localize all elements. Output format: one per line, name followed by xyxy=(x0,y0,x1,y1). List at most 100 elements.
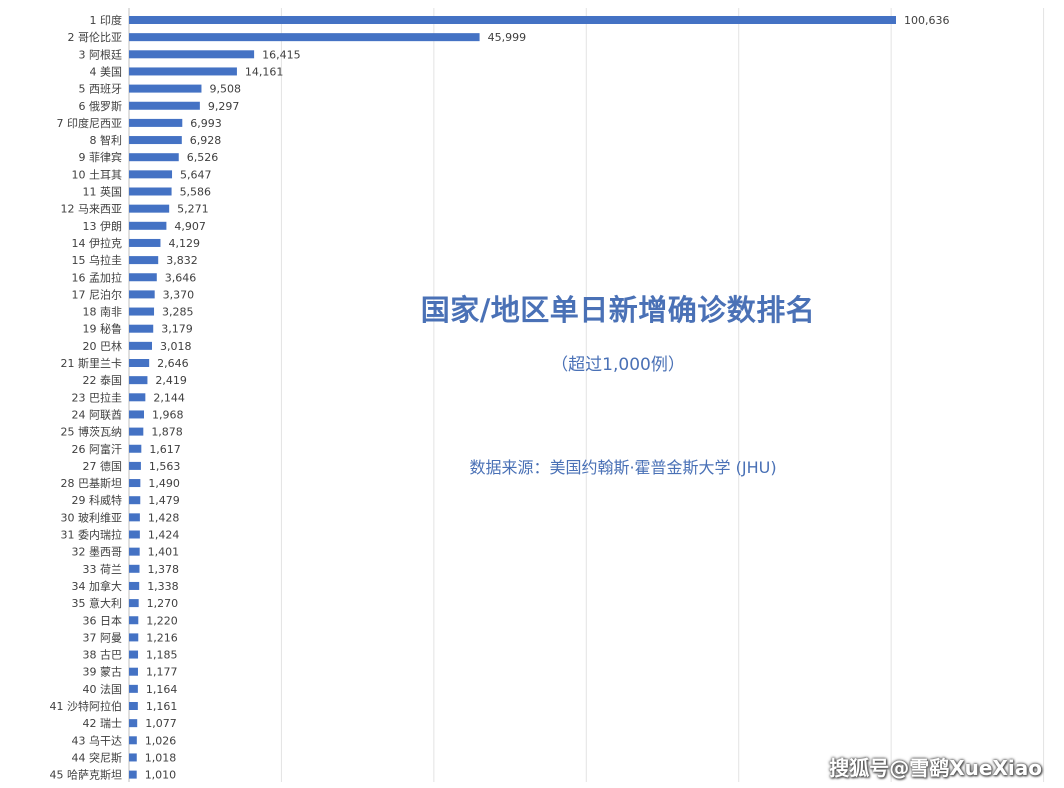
bar xyxy=(129,496,141,505)
labels: 1 印度 100,636 2 哥伦比亚 45,999 3 阿根廷 16,415 4 美国 14… xyxy=(50,13,950,782)
bar xyxy=(129,753,137,762)
category-label: 39 蒙古 xyxy=(83,666,123,679)
category-label: 3 阿根廷 xyxy=(79,47,123,61)
bar xyxy=(129,136,182,145)
category-label: 45 哈萨克斯坦 xyxy=(50,768,123,782)
data-label: 1,878 xyxy=(151,426,183,439)
bar xyxy=(129,702,138,710)
data-label: 5,271 xyxy=(177,203,209,216)
data-label: 1,490 xyxy=(148,477,180,490)
data-label: 9,297 xyxy=(208,100,240,113)
data-label: 1,220 xyxy=(146,614,178,627)
category-label: 29 科威特 xyxy=(72,493,123,507)
data-label: 9,508 xyxy=(209,83,241,96)
data-label: 1,428 xyxy=(148,511,180,524)
category-label: 19 秘鲁 xyxy=(83,322,123,336)
category-label: 43 乌干达 xyxy=(72,733,123,747)
data-label: 1,216 xyxy=(146,631,178,644)
category-label: 15 乌拉圭 xyxy=(72,253,123,267)
data-label: 3,370 xyxy=(163,288,195,301)
category-label: 2 哥伦比亚 xyxy=(68,30,123,44)
data-label: 1,177 xyxy=(146,666,178,679)
category-label: 27 德国 xyxy=(83,459,123,473)
bar xyxy=(129,221,167,230)
bar xyxy=(129,273,157,282)
category-label: 4 美国 xyxy=(90,65,123,78)
bar xyxy=(129,667,138,676)
category-label: 14 伊拉克 xyxy=(72,236,123,250)
category-label: 40 法国 xyxy=(83,682,123,696)
data-label: 100,636 xyxy=(904,14,950,27)
data-label: 2,144 xyxy=(153,391,185,404)
category-label: 18 南非 xyxy=(83,306,123,319)
bar xyxy=(129,444,142,453)
category-label: 12 马来西亚 xyxy=(61,203,123,216)
bar xyxy=(129,50,255,59)
data-label: 3,018 xyxy=(160,340,192,353)
data-label: 1,077 xyxy=(145,717,177,730)
data-label: 4,129 xyxy=(168,237,200,250)
data-label: 1,185 xyxy=(146,649,178,662)
data-source-note: 数据来源：美国约翰斯·霍普金斯大学 (JHU) xyxy=(469,458,777,477)
data-label: 1,026 xyxy=(145,734,177,747)
bar xyxy=(129,118,183,127)
category-label: 11 英国 xyxy=(83,185,123,199)
bar xyxy=(129,633,139,642)
bar xyxy=(129,67,237,76)
chart-subtitle: （超过1,000例） xyxy=(551,355,685,375)
category-label: 6 俄罗斯 xyxy=(79,100,123,113)
data-label: 45,999 xyxy=(488,31,527,44)
data-label: 3,179 xyxy=(161,323,193,336)
data-label: 1,161 xyxy=(146,700,178,713)
data-label: 14,161 xyxy=(245,65,284,78)
bar xyxy=(129,341,153,350)
bar xyxy=(129,101,200,110)
bar xyxy=(129,479,141,488)
category-label: 8 智利 xyxy=(90,133,123,147)
category-label: 13 伊朗 xyxy=(83,220,123,233)
bar xyxy=(129,290,155,299)
bar xyxy=(129,187,172,196)
bar xyxy=(129,770,137,779)
watermark-text: 搜狐号@雪鹞XueXiao xyxy=(829,756,1042,780)
category-label: 7 印度尼西亚 xyxy=(57,116,123,130)
bar xyxy=(129,427,144,436)
category-label: 25 博茨瓦纳 xyxy=(61,425,123,439)
data-label: 5,586 xyxy=(180,186,212,199)
bar xyxy=(129,376,148,385)
gridlines xyxy=(128,8,1045,782)
category-label: 9 菲律宾 xyxy=(79,150,123,164)
category-label: 20 巴林 xyxy=(83,339,123,353)
bar xyxy=(129,461,141,470)
bar xyxy=(129,599,139,608)
category-label: 32 墨西哥 xyxy=(72,546,123,559)
bar xyxy=(129,16,896,24)
data-label: 5,647 xyxy=(180,168,212,181)
data-label: 1,617 xyxy=(149,443,181,456)
category-label: 37 阿曼 xyxy=(83,631,123,644)
category-label: 34 加拿大 xyxy=(72,579,123,593)
category-label: 35 意大利 xyxy=(72,596,123,610)
bar xyxy=(129,204,170,213)
category-label: 26 阿富汗 xyxy=(72,442,123,456)
data-label: 1,164 xyxy=(146,683,178,696)
data-label: 4,907 xyxy=(174,220,206,233)
bar xyxy=(129,359,150,367)
data-label: 1,401 xyxy=(148,546,180,559)
category-label: 10 土耳其 xyxy=(72,168,123,181)
data-label: 2,646 xyxy=(157,357,189,370)
category-label: 23 巴拉圭 xyxy=(72,390,123,404)
bar xyxy=(129,238,161,247)
bar xyxy=(129,530,140,539)
category-label: 17 尼泊尔 xyxy=(72,288,123,301)
bar xyxy=(129,650,139,659)
data-label: 1,968 xyxy=(152,408,184,421)
bar xyxy=(129,581,140,590)
data-label: 6,928 xyxy=(190,134,222,147)
data-label: 1,378 xyxy=(148,563,180,576)
category-label: 38 古巴 xyxy=(83,649,123,662)
bar xyxy=(129,564,140,573)
data-label: 16,415 xyxy=(262,48,301,61)
bar xyxy=(129,33,480,42)
